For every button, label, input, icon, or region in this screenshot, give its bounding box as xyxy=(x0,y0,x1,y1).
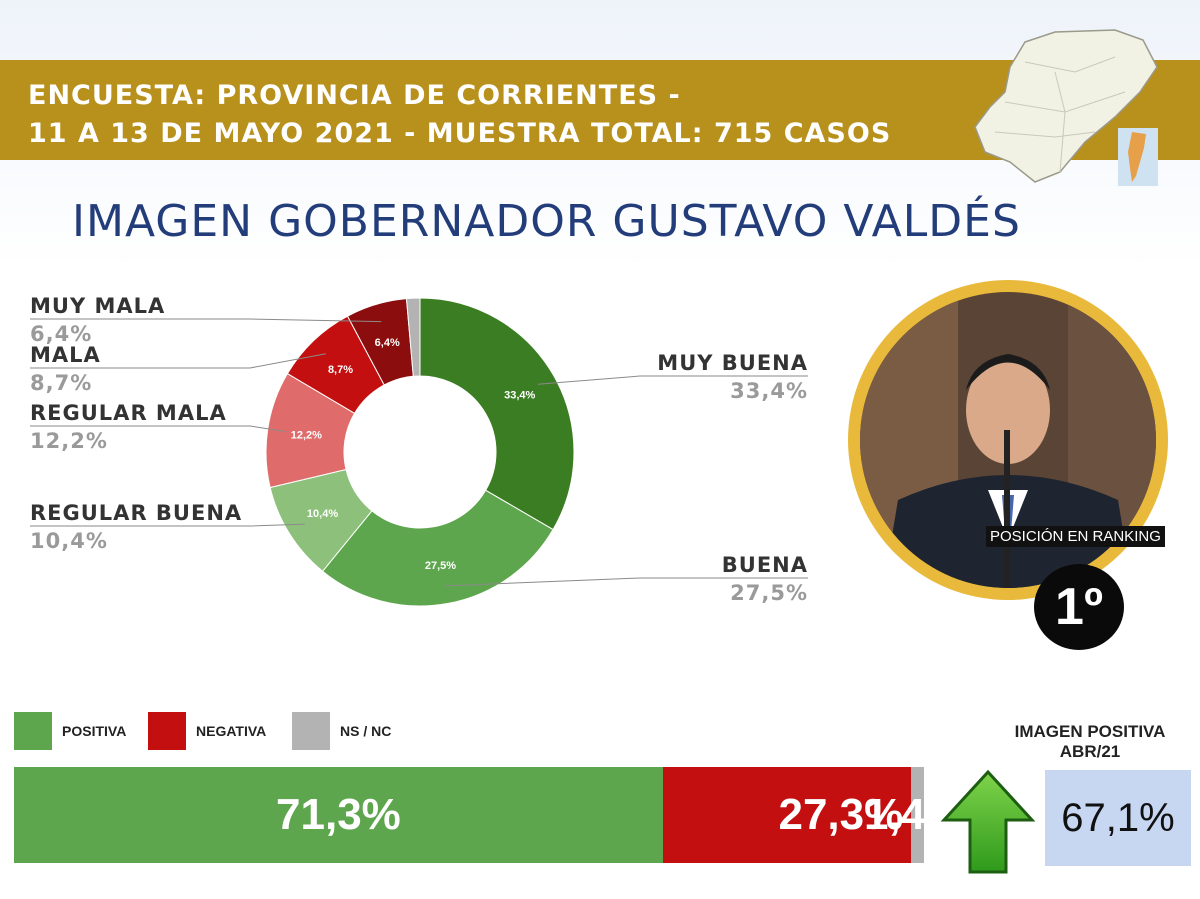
stacked-bar: 71,3% 27,3% xyxy=(14,767,924,863)
legend-swatch-positiva xyxy=(14,712,52,750)
slice-name-label: MUY BUENA xyxy=(657,351,808,375)
slice-value-label: 6,4% xyxy=(30,322,92,346)
slice-data-label: 6,4% xyxy=(375,337,400,349)
bar-data-label: 71,3% xyxy=(276,790,401,839)
slice-data-label: 10,4% xyxy=(307,508,338,520)
slice-value-label: 33,4% xyxy=(730,379,808,403)
slice-data-label: 33,4% xyxy=(504,390,535,402)
legend-item-nsnc: NS / NC xyxy=(292,712,391,750)
slice-value-label: 8,7% xyxy=(30,371,92,395)
leader-line xyxy=(30,353,327,369)
slice-name-label: BUENA xyxy=(722,553,808,577)
leader-line xyxy=(30,425,286,433)
legend-swatch-nsnc xyxy=(292,712,330,750)
governor-photo xyxy=(848,280,1168,600)
bar-segment-negativa: 27,3% xyxy=(662,767,912,863)
leader-line xyxy=(444,577,808,587)
legend-item-negativa: NEGATIVA xyxy=(148,712,266,750)
leader-line xyxy=(537,375,808,385)
argentina-mini-map-icon xyxy=(1118,128,1158,186)
slice-data-label: 27,5% xyxy=(425,560,456,572)
survey-header-line-1: ENCUESTA: PROVINCIA DE CORRIENTES - xyxy=(28,80,681,111)
ranking-badge: 1º xyxy=(1034,564,1124,650)
previous-title-line-2: ABR/21 xyxy=(1059,742,1121,761)
previous-image-value: 67,1% xyxy=(1045,770,1191,866)
legend-label: NS / NC xyxy=(340,723,392,739)
slice-data-label: 12,2% xyxy=(291,430,322,442)
slice-name-label: MALA xyxy=(30,343,101,367)
bar-label-nsnc: 1,4 xyxy=(864,790,926,839)
legend-label: POSITIVA xyxy=(62,723,127,739)
slice-name-label: REGULAR BUENA xyxy=(30,501,242,525)
slice-data-label: 8,7% xyxy=(328,364,353,376)
legend-label: NEGATIVA xyxy=(196,723,267,739)
legend-item-positiva: POSITIVA xyxy=(14,712,126,750)
donut-slice-nsnc xyxy=(405,297,421,377)
survey-header-line-2: 11 A 13 DE MAYO 2021 - MUESTRA TOTAL: 71… xyxy=(28,118,892,149)
leader-line xyxy=(30,523,305,527)
donut-slice-muy-buena xyxy=(419,297,575,531)
bar-segment-positiva: 71,3% xyxy=(14,767,663,863)
previous-title-line-1: IMAGEN POSITIVA xyxy=(1014,722,1166,741)
slice-value-label: 12,2% xyxy=(30,429,108,453)
previous-image-title: IMAGEN POSITIVA ABR/21 xyxy=(980,722,1200,762)
slice-name-label: REGULAR MALA xyxy=(30,401,227,425)
chart-title: IMAGEN GOBERNADOR GUSTAVO VALDÉS xyxy=(72,196,1021,247)
bar-data-label: 27,3% xyxy=(778,790,904,839)
slice-value-label: 27,5% xyxy=(730,581,808,605)
donut-chart: 33,4% 27,5% 10,4% 12,2% 8,7% 6,4% MUY BUENA 33,… xyxy=(30,294,808,607)
leader-line xyxy=(30,318,382,323)
bar-segment-ns-nc xyxy=(911,767,924,863)
ranking-label: POSICIÓN EN RANKING xyxy=(986,526,1165,547)
up-arrow-icon xyxy=(940,769,1036,874)
corrientes-province-map-icon xyxy=(974,29,1158,183)
slice-name-label: MUY MALA xyxy=(30,294,165,318)
legend-swatch-negativa xyxy=(148,712,186,750)
slice-value-label: 10,4% xyxy=(30,529,108,553)
